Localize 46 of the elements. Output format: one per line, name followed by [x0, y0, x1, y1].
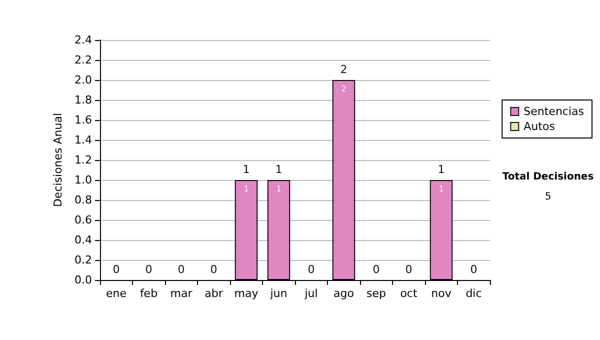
data-label: 1	[276, 184, 282, 194]
data-label: 1	[438, 184, 444, 194]
total-label: 0	[112, 263, 120, 276]
total-label: 0	[372, 263, 380, 276]
y-tick-label: 1.0	[74, 174, 92, 186]
y-tick-label: 0.8	[74, 194, 92, 206]
y-tick-label: 2.4	[74, 34, 92, 46]
data-label: 1	[244, 184, 249, 194]
x-tick-label: feb	[140, 287, 158, 300]
x-tick-label: nov	[431, 287, 452, 300]
x-tick-label: dic	[466, 287, 482, 300]
total-label: 2	[340, 63, 348, 76]
y-tick-label: 0.4	[74, 234, 92, 246]
y-tick-label: 0.6	[74, 214, 92, 226]
x-tick-label: mar	[170, 287, 193, 300]
x-tick-label: ene	[106, 287, 127, 300]
total-label: 1	[438, 163, 445, 176]
y-tick-label: 1.4	[74, 134, 92, 146]
y-axis-title: Decisiones Anual	[52, 112, 65, 208]
x-tick-label: may	[234, 287, 259, 300]
total-label: 1	[275, 163, 282, 176]
data-label: 2	[341, 84, 346, 94]
legend-label: Sentencias	[524, 105, 584, 118]
x-tick-label: ago	[334, 287, 354, 300]
x-tick-label: abr	[204, 287, 224, 300]
text: Total Decisiones	[502, 172, 594, 182]
total-label: 0	[145, 263, 152, 276]
y-tick-label: 0.0	[74, 274, 92, 286]
y-tick-label: 1.6	[74, 114, 92, 126]
x-tick-label: sep	[366, 287, 386, 300]
total-label: 0	[308, 263, 315, 276]
y-tick-label: 2.2	[74, 54, 92, 66]
total-label: 0	[470, 263, 478, 276]
y-tick-label: 0.2	[74, 254, 92, 266]
y-tick-label: 1.2	[74, 154, 92, 166]
total-label: 0	[210, 263, 218, 276]
total-label: 1	[242, 163, 250, 176]
x-tick-label: jul	[304, 287, 318, 300]
x-tick-label: jun	[269, 287, 288, 300]
y-tick-label: 1.8	[74, 94, 92, 106]
legend-label: Autos	[524, 120, 556, 133]
y-tick-label: 2.0	[74, 74, 92, 86]
total-label: 0	[405, 263, 412, 276]
x-tick-label: oct	[400, 287, 418, 300]
total-label: 0	[178, 263, 185, 276]
text: 5	[544, 192, 552, 202]
